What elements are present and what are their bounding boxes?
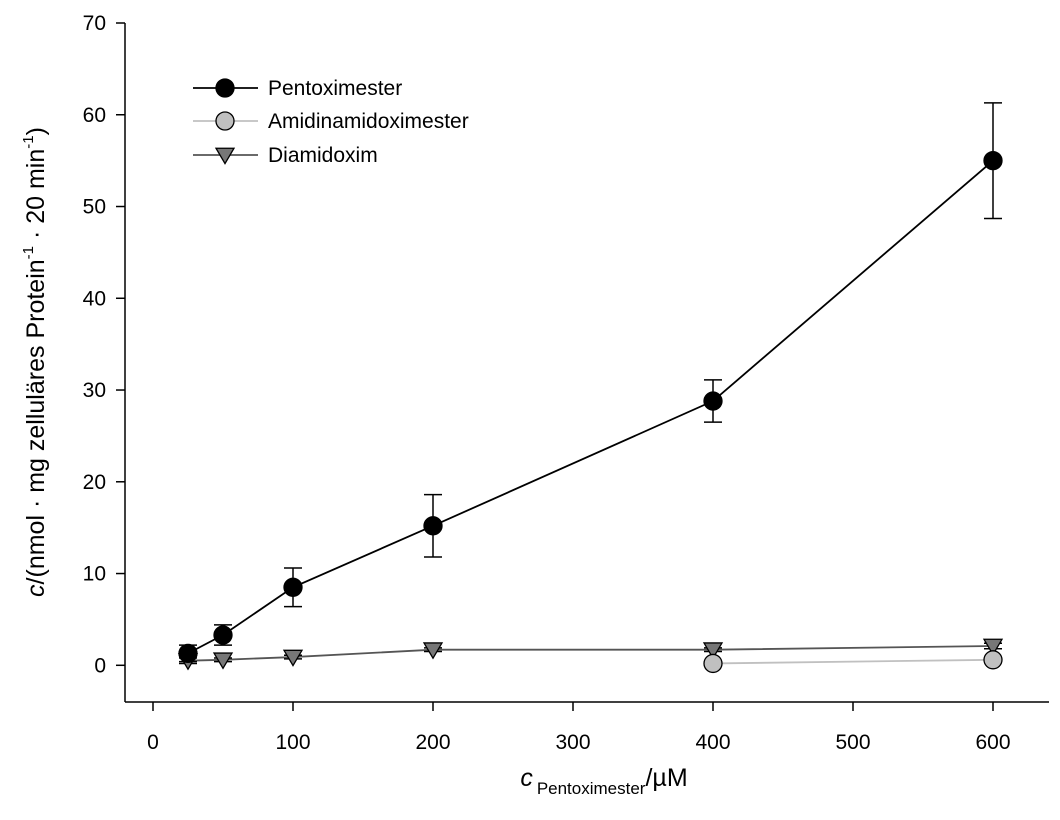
y-tick-label: 10 (83, 563, 106, 586)
x-ticks: 0 100 200 300 400 500 600 (147, 702, 1011, 754)
series-line (187, 159, 994, 655)
legend-marker (214, 147, 236, 165)
data-point (283, 577, 303, 597)
x-tick-label: 200 (415, 731, 450, 754)
data-point (422, 642, 444, 660)
x-tick-label: 300 (555, 731, 590, 754)
x-axis-title: c Pentoximester/µM (520, 764, 687, 798)
legend-label: Amidinamidoximester (268, 110, 469, 133)
x-tick-label: 400 (695, 731, 730, 754)
series-layer (177, 102, 1004, 674)
data-point (982, 638, 1004, 656)
series-pentoximester (178, 102, 1003, 664)
y-tick-label: 70 (83, 12, 106, 35)
series-line (187, 645, 994, 662)
data-point (983, 650, 1003, 670)
x-tick-label: 0 (147, 731, 159, 754)
data-point (213, 625, 233, 645)
data-point (702, 642, 724, 660)
y-tick-label: 50 (83, 196, 106, 219)
y-tick-label: 20 (83, 471, 106, 494)
legend-item: Amidinamidoximester (193, 110, 469, 133)
data-point (423, 516, 443, 536)
axes (124, 23, 1049, 703)
x-tick-label: 100 (275, 731, 310, 754)
legend-marker (215, 78, 235, 98)
data-point (703, 391, 723, 411)
legend-marker (215, 111, 235, 131)
legend-label: Diamidoxim (268, 144, 378, 167)
series-line (712, 658, 994, 665)
series-amidinamidoximester (703, 650, 1003, 674)
y-tick-label: 40 (83, 287, 106, 310)
y-axis-title: c/(nmol · mg zelluläres Protein-1 · 20 m… (20, 127, 50, 597)
legend-item: Pentoximester (193, 77, 402, 100)
data-point (178, 643, 198, 664)
data-point (212, 652, 234, 670)
y-ticks: 0 10 20 30 40 50 60 70 (83, 12, 125, 677)
legend-item: Diamidoxim (193, 144, 378, 167)
y-tick-label: 30 (83, 379, 106, 402)
legend: Pentoximester Amidinamidoximester Diamidox… (193, 77, 469, 167)
data-point (282, 649, 304, 667)
series-diamidoxim (177, 638, 1004, 671)
y-tick-label: 60 (83, 104, 106, 127)
data-point (703, 653, 723, 674)
x-tick-label: 500 (835, 731, 870, 754)
y-tick-label: 0 (94, 654, 106, 677)
data-point (983, 150, 1003, 171)
x-tick-label: 600 (975, 731, 1010, 754)
legend-label: Pentoximester (268, 77, 402, 100)
